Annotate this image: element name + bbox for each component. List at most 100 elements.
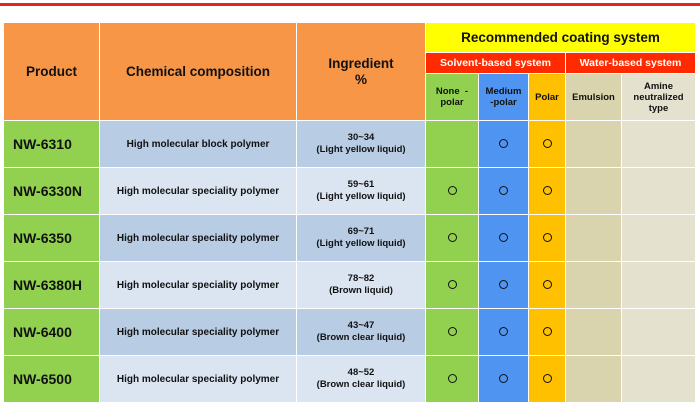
polar-cell	[529, 168, 566, 215]
recommended-mark-icon	[447, 327, 457, 336]
recommended-mark-icon	[542, 280, 552, 289]
polar-cell	[529, 356, 566, 403]
amine-neutralized-cell	[622, 309, 696, 356]
none-polar-cell	[426, 168, 479, 215]
emulsion-cell	[566, 262, 622, 309]
table-row: NW-6350 High molecular speciality polymer…	[4, 215, 696, 262]
product-cell: NW-6350	[4, 215, 100, 262]
ingredient-cell: 43~47 (Brown clear liquid)	[297, 309, 426, 356]
table-row: NW-6500 High molecular speciality polymer…	[4, 356, 696, 403]
emulsion-cell	[566, 309, 622, 356]
ingredient-form: (Brown clear liquid)	[316, 332, 406, 343]
recommended-mark-icon	[499, 233, 508, 242]
table-row: NW-6380H High molecular speciality polyme…	[4, 262, 696, 309]
ingredient-range: 69~71	[347, 226, 375, 237]
chemical-composition-cell: High molecular speciality polymer	[100, 262, 297, 309]
product-cell: NW-6380H	[4, 262, 100, 309]
recommended-mark-icon	[499, 186, 508, 195]
product-cell: NW-6400	[4, 309, 100, 356]
amine-neutralized-cell	[622, 168, 696, 215]
recommended-mark-icon	[542, 139, 552, 148]
header-none-polar-line2: polar	[440, 97, 464, 108]
chemical-composition-cell: High molecular block polymer	[100, 121, 297, 168]
header-water-based-system: Water-based system	[566, 53, 696, 74]
product-cell: NW-6500	[4, 356, 100, 403]
polar-cell	[529, 309, 566, 356]
medium-polar-cell	[479, 121, 529, 168]
header-chemical-composition: Chemical composition	[100, 23, 297, 121]
header-medium-polar-line1: Medium	[485, 86, 522, 97]
recommended-mark-icon	[542, 186, 552, 195]
table-row: NW-6400 High molecular speciality polymer…	[4, 309, 696, 356]
ingredient-cell: 30~34 (Light yellow liquid)	[297, 121, 426, 168]
medium-polar-cell	[479, 215, 529, 262]
ingredient-form: (Light yellow liquid)	[316, 238, 406, 249]
recommended-mark-icon	[499, 374, 508, 383]
header-ingredient-line1: Ingredient	[328, 55, 394, 71]
recommended-mark-icon	[447, 280, 457, 289]
recommended-mark-icon	[542, 374, 552, 383]
ingredient-cell: 78~82 (Brown liquid)	[297, 262, 426, 309]
amine-neutralized-cell	[622, 262, 696, 309]
recommended-mark-icon	[447, 186, 457, 195]
header-polar: Polar	[529, 74, 566, 121]
ingredient-range: 48~52	[347, 367, 375, 378]
medium-polar-cell	[479, 356, 529, 403]
ingredient-cell: 69~71 (Light yellow liquid)	[297, 215, 426, 262]
header-amine-line3: type	[648, 102, 669, 114]
emulsion-cell	[566, 215, 622, 262]
polar-cell	[529, 121, 566, 168]
amine-neutralized-cell	[622, 356, 696, 403]
header-amine-neutralized-type: Amine neutralized type	[622, 74, 696, 121]
header-recommended-coating-system: Recommended coating system	[426, 23, 696, 53]
header-none-polar: None - polar	[426, 74, 479, 121]
ingredient-cell: 59~61 (Light yellow liquid)	[297, 168, 426, 215]
none-polar-cell	[426, 121, 479, 168]
amine-neutralized-cell	[622, 121, 696, 168]
polar-cell	[529, 262, 566, 309]
ingredient-cell: 48~52 (Brown clear liquid)	[297, 356, 426, 403]
chemical-composition-cell: High molecular speciality polymer	[100, 215, 297, 262]
ingredient-form: (Brown liquid)	[329, 285, 393, 296]
header-product: Product	[4, 23, 100, 121]
medium-polar-cell	[479, 168, 529, 215]
ingredient-range: 59~61	[347, 179, 375, 190]
recommended-mark-icon	[447, 374, 457, 383]
chemical-composition-cell: High molecular speciality polymer	[100, 309, 297, 356]
recommended-mark-icon	[447, 233, 457, 242]
ingredient-range: 78~82	[347, 273, 375, 284]
recommended-mark-icon	[542, 327, 552, 336]
header-medium-polar: Medium -polar	[479, 74, 529, 121]
none-polar-cell	[426, 215, 479, 262]
recommended-mark-icon	[499, 139, 508, 148]
header-none-polar-line1: None -	[435, 86, 469, 97]
header-solvent-based-system: Solvent-based system	[426, 53, 566, 74]
header-ingredient: Ingredient %	[297, 23, 426, 121]
recommended-mark-icon	[542, 233, 552, 242]
medium-polar-cell	[479, 262, 529, 309]
amine-neutralized-cell	[622, 215, 696, 262]
medium-polar-cell	[479, 309, 529, 356]
chemical-composition-cell: High molecular speciality polymer	[100, 168, 297, 215]
header-amine-line1: Amine	[643, 80, 674, 92]
product-table: Product Chemical composition Ingredient …	[4, 23, 696, 403]
table-row: NW-6310 High molecular block polymer 30~34…	[4, 121, 696, 168]
recommended-mark-icon	[499, 327, 508, 336]
header-emulsion: Emulsion	[566, 74, 622, 121]
ingredient-form: (Light yellow liquid)	[316, 144, 406, 155]
polar-cell	[529, 215, 566, 262]
header-ingredient-line2: %	[354, 71, 367, 87]
ingredient-range: 43~47	[347, 320, 375, 331]
header-amine-line2: neutralized	[633, 91, 684, 103]
none-polar-cell	[426, 262, 479, 309]
product-cell: NW-6330N	[4, 168, 100, 215]
header-medium-polar-line2: -polar	[490, 97, 517, 108]
top-red-rule	[0, 3, 700, 6]
ingredient-form: (Brown clear liquid)	[316, 379, 406, 390]
emulsion-cell	[566, 168, 622, 215]
ingredient-form: (Light yellow liquid)	[316, 191, 406, 202]
ingredient-range: 30~34	[347, 132, 375, 143]
table-row: NW-6330N High molecular speciality polyme…	[4, 168, 696, 215]
chemical-composition-cell: High molecular speciality polymer	[100, 356, 297, 403]
emulsion-cell	[566, 121, 622, 168]
